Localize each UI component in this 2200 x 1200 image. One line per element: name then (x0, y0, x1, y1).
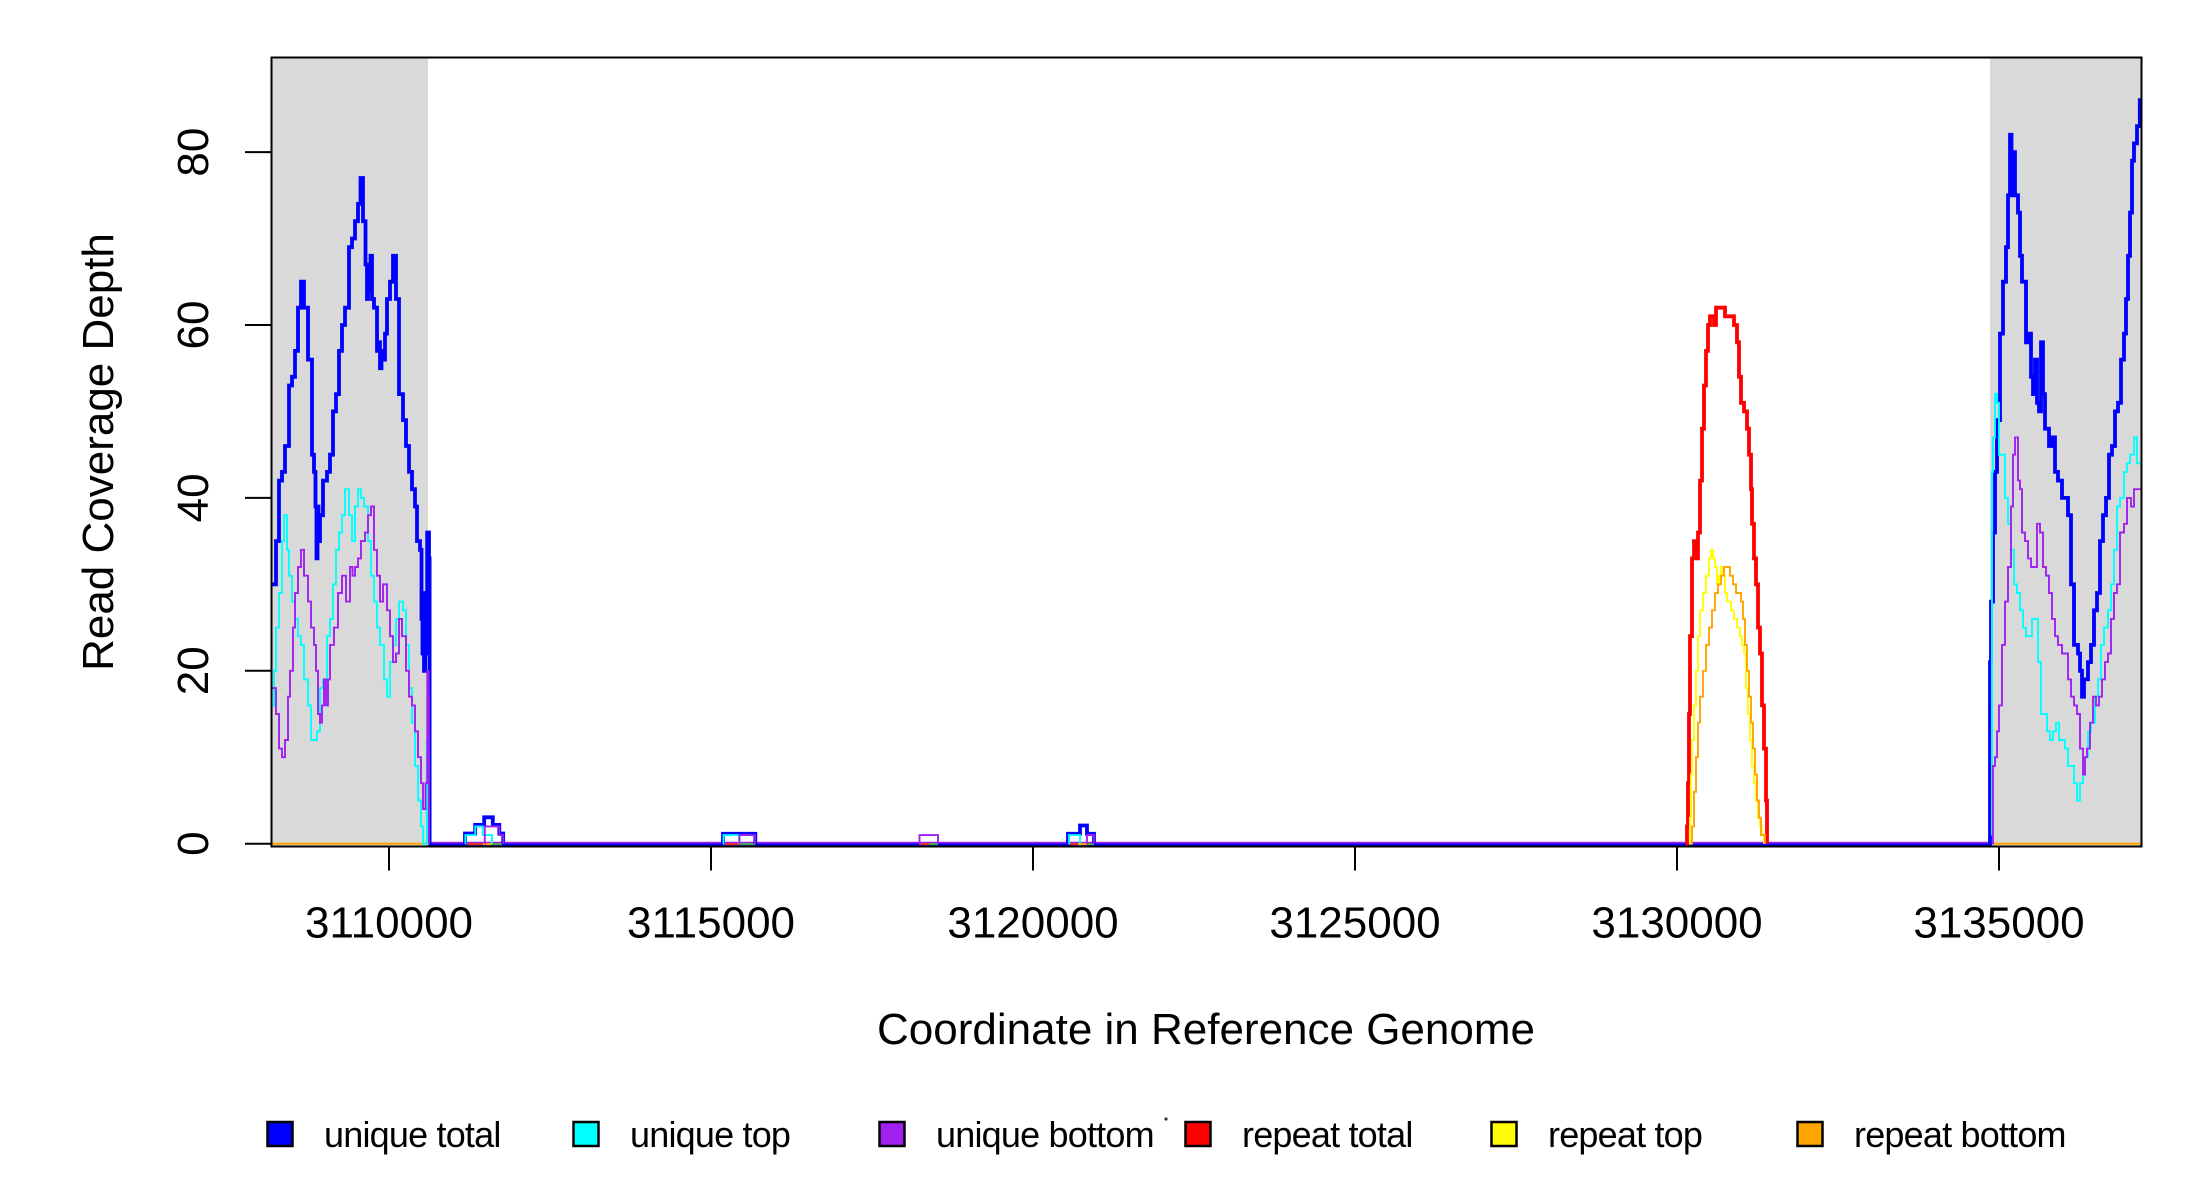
svg-text:3135000: 3135000 (1913, 899, 2084, 948)
svg-text:Read Coverage Depth: Read Coverage Depth (74, 233, 123, 671)
svg-text:20: 20 (169, 646, 218, 695)
svg-text:Coordinate in Reference Genome: Coordinate in Reference Genome (877, 1005, 1535, 1054)
svg-text:60: 60 (169, 301, 218, 350)
svg-text:repeat total: repeat total (1242, 1114, 1413, 1155)
svg-text:80: 80 (169, 128, 218, 177)
svg-text:3120000: 3120000 (947, 899, 1118, 948)
svg-text:3115000: 3115000 (627, 899, 795, 948)
svg-text:repeat top: repeat top (1548, 1114, 1702, 1155)
svg-text:unique bottom: unique bottom (936, 1114, 1154, 1155)
svg-text:3110000: 3110000 (305, 899, 473, 948)
svg-text:unique total: unique total (324, 1114, 501, 1155)
svg-text:0: 0 (169, 831, 218, 855)
svg-text:unique top: unique top (630, 1114, 790, 1155)
svg-text:3125000: 3125000 (1269, 899, 1440, 948)
svg-text:40: 40 (169, 473, 218, 522)
svg-text:repeat bottom: repeat bottom (1854, 1114, 2066, 1155)
svg-text:3130000: 3130000 (1591, 899, 1762, 948)
